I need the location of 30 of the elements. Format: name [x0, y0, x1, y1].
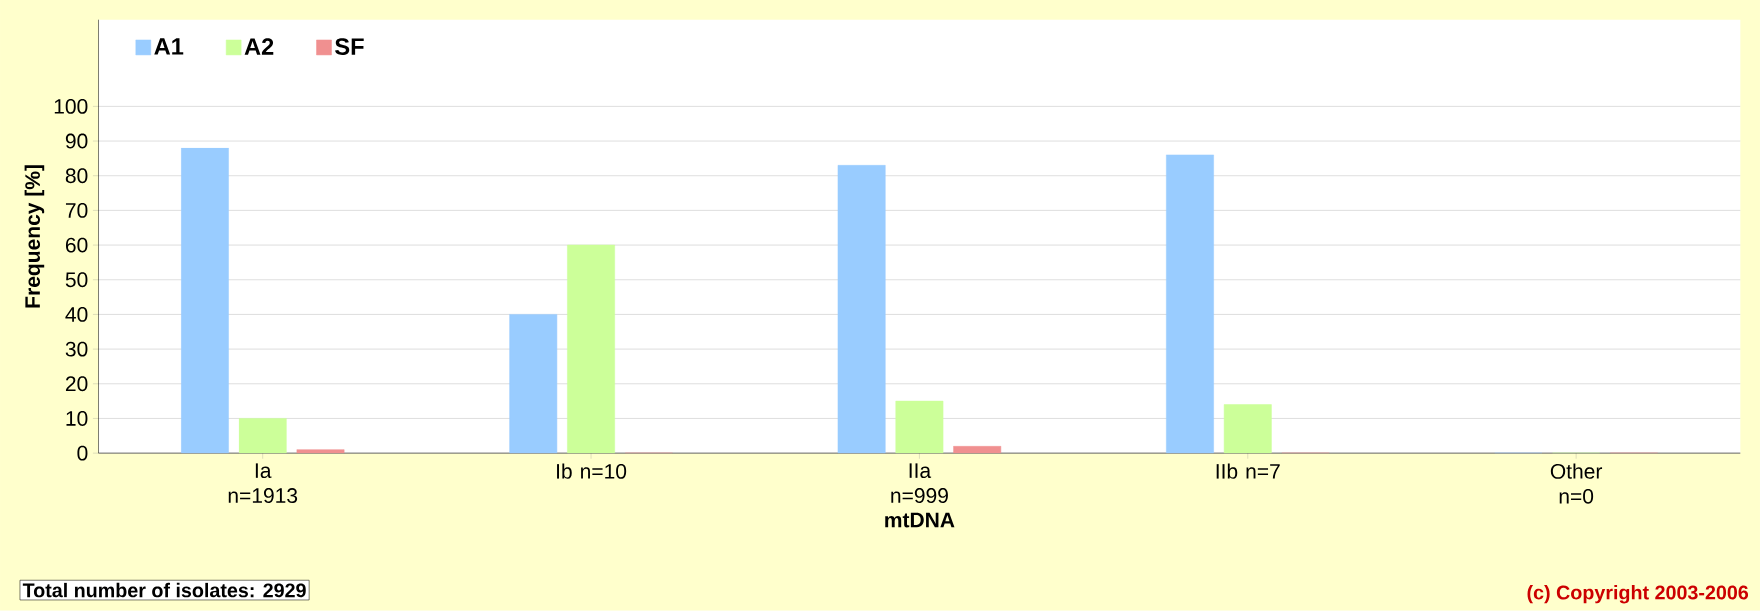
x-axis-title: mtDNA	[885, 512, 955, 528]
y-tick-label: 20	[65, 376, 88, 392]
y-tick-label: 50	[65, 272, 88, 288]
bar	[567, 244, 615, 454]
bar	[238, 418, 287, 454]
y-tick-label: 80	[65, 168, 88, 184]
y-tick-label: 10	[66, 411, 88, 427]
y-tick-label: 40	[65, 307, 88, 322]
legend-label: SF	[335, 38, 364, 56]
legend-label: A1	[154, 38, 184, 55]
x-tick-label: Ia n=1913	[228, 463, 298, 504]
bar	[837, 165, 886, 454]
bar	[509, 314, 558, 454]
x-tick-label: Ib n=10	[557, 463, 627, 479]
y-tick-label: 60	[65, 237, 88, 253]
y-tick-label: 90	[65, 133, 88, 149]
y-axis-title: Frequency [%]	[24, 165, 45, 308]
legend-label: A2	[244, 38, 274, 55]
x-tick-label: Other n=0	[1550, 463, 1603, 504]
bar	[1223, 404, 1272, 454]
bar	[895, 400, 944, 454]
bar	[1166, 154, 1214, 454]
text: (c) Copyright 2003-2006	[1527, 585, 1749, 604]
y-tick-label: 70	[65, 203, 88, 218]
text: Total number of isolates: 2929	[22, 583, 306, 598]
y-tick-label: 30	[65, 341, 88, 357]
bar	[181, 147, 229, 454]
y-tick-label: 0	[77, 445, 88, 461]
x-tick-label: IIb n=7	[1216, 463, 1280, 479]
y-tick-label: 100	[54, 99, 88, 114]
